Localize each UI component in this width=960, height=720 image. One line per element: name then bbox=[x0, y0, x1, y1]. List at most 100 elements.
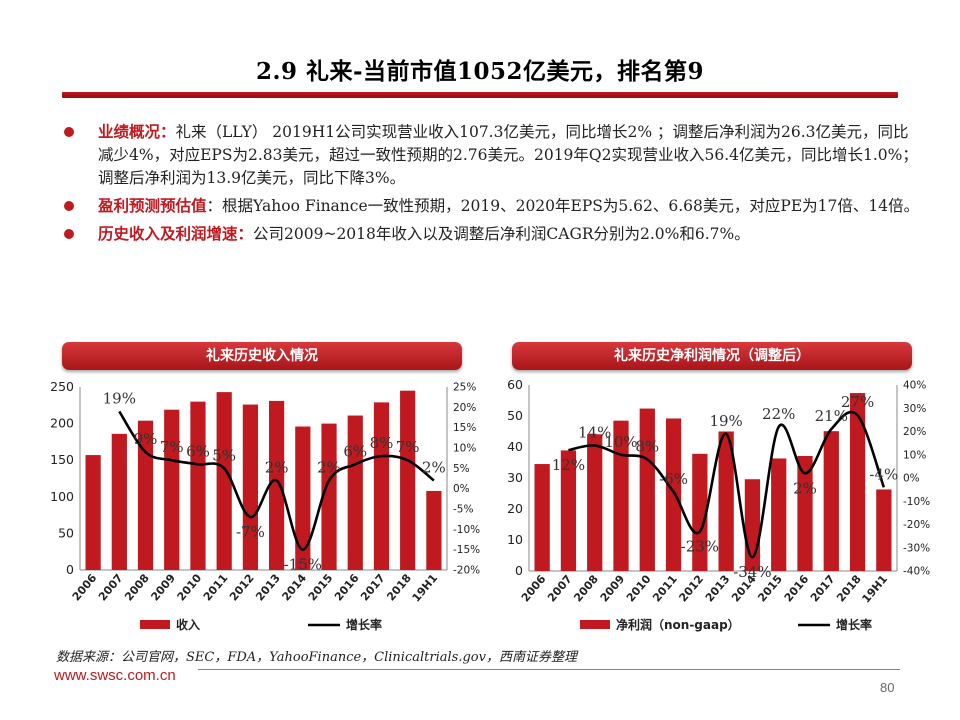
page-title: 2.9 礼来-当前市值1052亿美元，排名第9 bbox=[255, 58, 705, 85]
growth-rate-data-label: 6% bbox=[186, 442, 210, 460]
bar bbox=[718, 431, 734, 571]
growth-rate-line bbox=[568, 410, 886, 559]
growth-rate-data-label: -23% bbox=[681, 537, 719, 555]
growth-rate-data-label: 19% bbox=[709, 412, 742, 430]
growth-rate-data-label: 21% bbox=[815, 407, 848, 425]
right-axis-tick-label: 40% bbox=[903, 380, 926, 392]
category-tick-label: 2016 bbox=[782, 572, 812, 604]
growth-rate-data-label: 6% bbox=[343, 442, 367, 460]
category-tick-label: 2007 bbox=[545, 573, 575, 605]
bar bbox=[665, 418, 682, 571]
bullet-label: 业绩概况： bbox=[98, 122, 176, 141]
category-tick-label: 2008 bbox=[571, 573, 601, 605]
bar bbox=[295, 426, 311, 570]
right-axis-tick-label: 0% bbox=[453, 483, 470, 495]
right-axis-tick-label: 25% bbox=[453, 382, 476, 394]
bullet-dot-icon bbox=[64, 127, 74, 137]
growth-rate-data-label: 19% bbox=[103, 389, 136, 407]
category-tick-label: 2009 bbox=[148, 572, 178, 604]
category-tick-label: 2015 bbox=[306, 572, 336, 604]
growth-rate-data-label: 14% bbox=[578, 423, 611, 441]
legend-bar-swatch bbox=[140, 620, 170, 629]
bar bbox=[137, 420, 154, 570]
category-tick-label: 2012 bbox=[677, 573, 707, 605]
bar bbox=[639, 408, 655, 571]
category-tick-label: 2008 bbox=[122, 572, 152, 604]
category-tick-label: 2013 bbox=[253, 572, 283, 604]
category-tick-label: 2017 bbox=[358, 572, 388, 604]
bar bbox=[692, 453, 708, 571]
bar bbox=[111, 433, 127, 570]
category-tick-label: 2011 bbox=[650, 573, 680, 605]
right-axis-tick-label: 5% bbox=[453, 463, 470, 475]
bar bbox=[587, 434, 603, 571]
growth-rate-data-label: 2% bbox=[265, 459, 289, 477]
right-axis-tick-label: -40% bbox=[903, 566, 930, 578]
growth-rate-data-label: 8% bbox=[370, 434, 394, 452]
bullet-forecast: 盈利预测预估值：根据Yahoo Finance一致性预期，2019、2020年E… bbox=[62, 194, 922, 218]
bar bbox=[400, 390, 416, 570]
bar bbox=[797, 455, 813, 571]
bar bbox=[242, 404, 258, 570]
bar bbox=[426, 490, 442, 570]
bullet-performance: 业绩概况：礼来（LLY） 2019H1公司实现营业收入107.3亿美元，同比增长… bbox=[62, 120, 922, 190]
category-tick-label: 2010 bbox=[624, 572, 654, 604]
bullet-dot-icon bbox=[64, 229, 74, 239]
bar bbox=[269, 400, 285, 570]
right-axis-tick-label: -5% bbox=[453, 504, 473, 516]
category-tick-label: 2017 bbox=[808, 573, 838, 605]
left-axis-tick-label: 50 bbox=[58, 525, 74, 540]
left-axis-tick-label: 20 bbox=[507, 501, 523, 516]
website-link[interactable]: www.swsc.com.cn bbox=[54, 667, 176, 684]
growth-rate-data-label: 7% bbox=[396, 438, 420, 456]
bar bbox=[849, 393, 866, 571]
title-underline bbox=[62, 92, 898, 98]
bar bbox=[164, 409, 180, 570]
bullet-text: ：根据Yahoo Finance一致性预期，2019、2020年EPS为5.62… bbox=[206, 197, 920, 215]
category-tick-label: 2010 bbox=[175, 571, 205, 603]
category-tick-label: 2013 bbox=[703, 573, 733, 605]
right-axis-tick-label: 0% bbox=[903, 473, 920, 485]
growth-rate-data-label: 12% bbox=[552, 456, 585, 474]
left-axis-tick-label: 30 bbox=[507, 470, 523, 485]
bar bbox=[321, 423, 337, 570]
growth-rate-data-label: 7% bbox=[160, 438, 184, 456]
growth-rate-data-label: -15% bbox=[284, 556, 322, 574]
profit-chart-title: 礼来历史净利润情况（调整后） bbox=[512, 342, 912, 370]
bar bbox=[823, 431, 839, 571]
growth-rate-data-label: -34% bbox=[733, 563, 771, 581]
growth-rate-data-label: 2% bbox=[317, 459, 341, 477]
left-axis-tick-label: 60 bbox=[507, 377, 523, 392]
category-tick-label: 2006 bbox=[70, 571, 100, 603]
left-axis-tick-label: 200 bbox=[50, 416, 74, 431]
bar bbox=[534, 464, 550, 571]
growth-rate-line bbox=[118, 410, 435, 551]
right-axis-tick-label: 10% bbox=[453, 443, 476, 455]
right-axis-tick-label: -20% bbox=[453, 565, 480, 577]
bullet-text: 礼来（LLY） 2019H1公司实现营业收入107.3亿美元，同比增长2% ；调… bbox=[98, 123, 918, 187]
revenue-chart: 0 50 100 150 200 250 -20% -15% -10% -5% 0% 5% 10% 15%… bbox=[50, 379, 480, 632]
left-axis-tick-label: 100 bbox=[50, 489, 74, 504]
growth-rate-data-label: 5% bbox=[212, 446, 236, 464]
left-axis-tick-label: 40 bbox=[507, 439, 523, 454]
bar bbox=[560, 450, 577, 571]
growth-rate-data-label: 2% bbox=[422, 459, 446, 477]
growth-rate-data-label: 8% bbox=[635, 437, 659, 455]
legend-bar-label: 收入 bbox=[176, 617, 200, 632]
right-axis-tick-label: -10% bbox=[453, 524, 480, 536]
bar bbox=[347, 415, 363, 570]
footer-divider bbox=[198, 669, 900, 670]
growth-rate-data-label: -7% bbox=[236, 523, 265, 541]
legend-line-label: 增长率 bbox=[346, 617, 382, 632]
revenue-chart-title: 礼来历史收入情况 bbox=[62, 342, 462, 370]
right-axis-tick-label: -15% bbox=[453, 544, 480, 556]
bullet-label: 盈利预测预估值 bbox=[98, 196, 207, 215]
legend-line-label: 增长率 bbox=[836, 617, 872, 632]
category-tick-label: 2006 bbox=[519, 572, 549, 604]
category-tick-label: 2012 bbox=[227, 572, 257, 604]
bar bbox=[613, 420, 629, 571]
category-tick-label: 2018 bbox=[384, 572, 414, 604]
category-tick-label: 2018 bbox=[834, 573, 864, 605]
bar bbox=[373, 402, 390, 570]
